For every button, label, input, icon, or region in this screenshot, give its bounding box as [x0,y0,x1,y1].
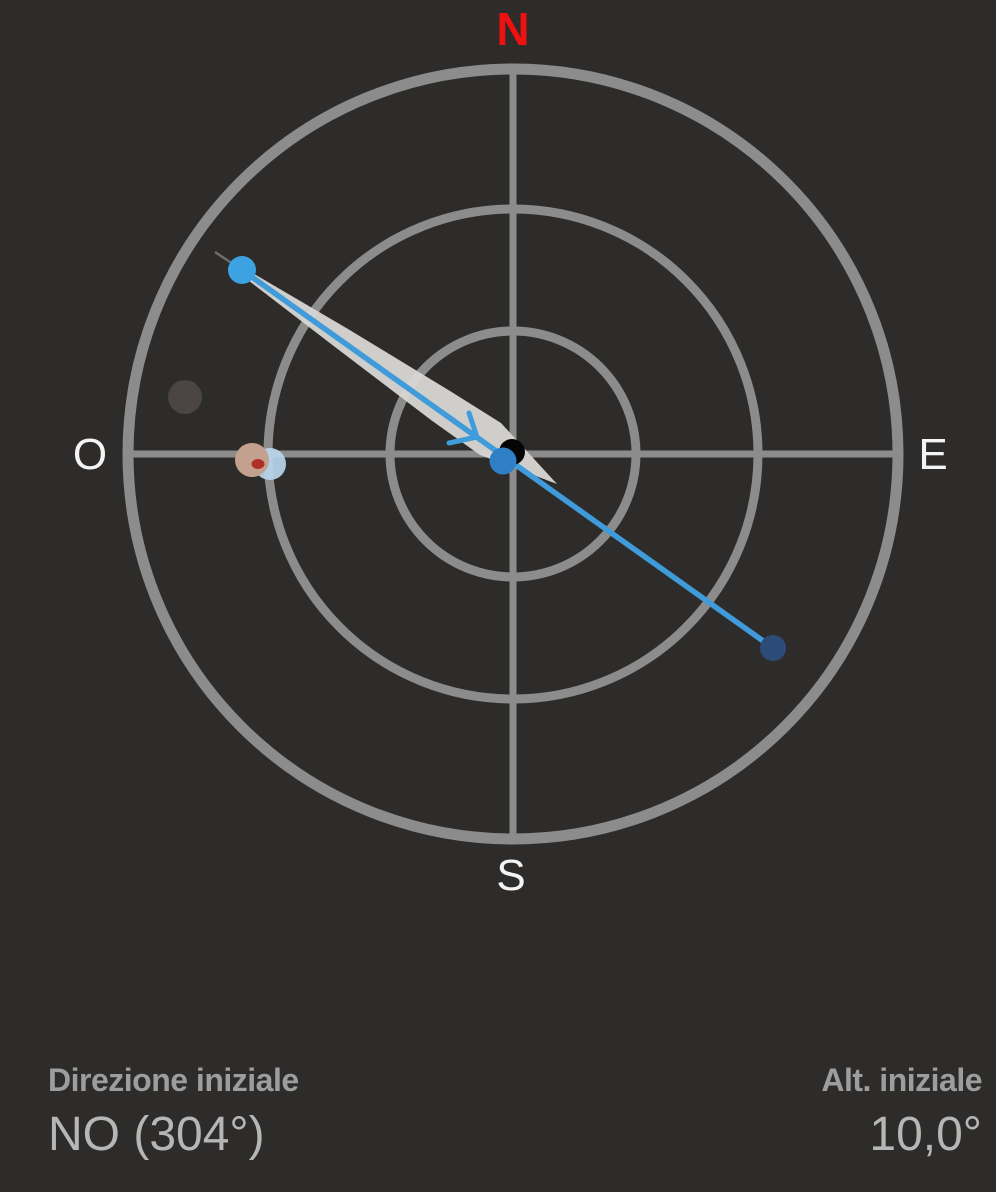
planet-core-icon [251,459,265,469]
travel-direction-arrow-icon [446,410,480,446]
ring-outer [122,63,904,845]
cardinal-west-label: O [72,430,108,479]
initial-altitude-label: Alt. iniziale [821,1062,982,1098]
pass-start-dot [228,256,256,284]
initial-altitude-value: 10,0° [869,1107,982,1161]
initial-direction-value: NO (304°) [48,1107,265,1161]
planet-body-icon [235,443,269,477]
initial-direction-block: Direzione iniziale NO (304°) [48,1062,299,1159]
moon-dot-icon [168,380,202,414]
cardinal-south-label: S [496,851,526,900]
pass-end-dot [760,635,786,661]
initial-altitude-block: Alt. iniziale 10,0° [821,1062,982,1159]
current-position-dot [489,447,517,475]
cardinal-east-label: E [918,430,948,479]
ring-inner [385,326,641,582]
pass-info-footer: Direzione iniziale NO (304°) Alt. inizia… [48,1062,982,1159]
initial-direction-label: Direzione iniziale [48,1062,299,1098]
cardinal-north-label: N [496,3,530,55]
